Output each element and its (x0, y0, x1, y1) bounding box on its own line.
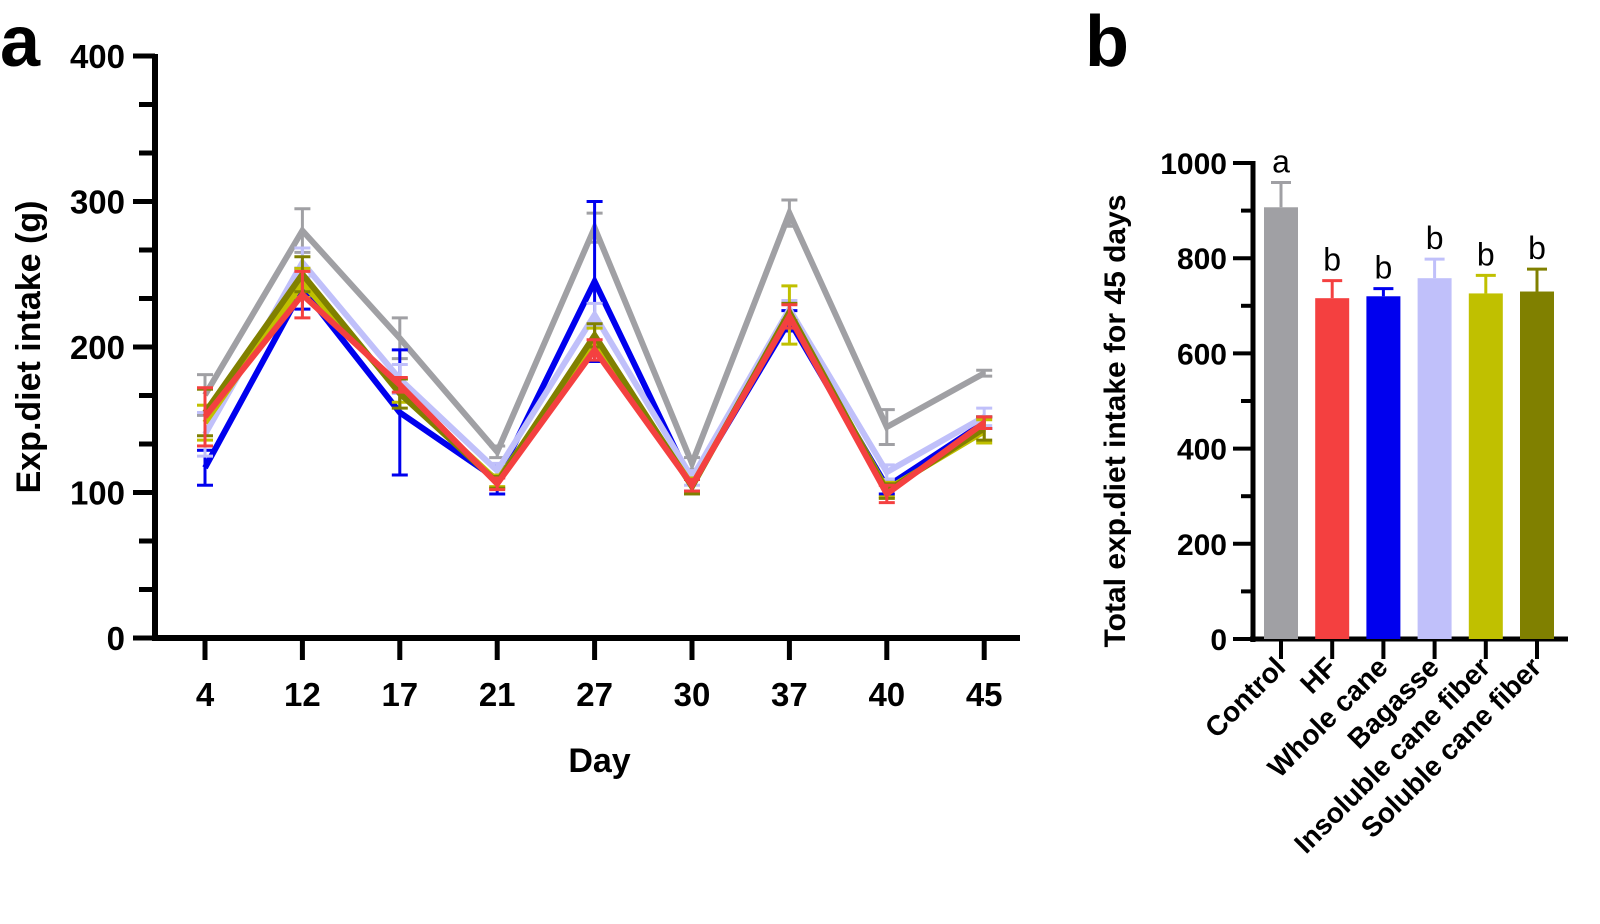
data-point (495, 469, 499, 473)
panel-a-y-tick-label: 300 (70, 184, 125, 221)
panel-a-series (197, 198, 993, 505)
data-point (982, 371, 986, 375)
data-point (495, 482, 499, 486)
panel-b-y-tick-label: 200 (1177, 529, 1227, 562)
data-point (787, 314, 791, 318)
data-point (593, 333, 597, 337)
data-point (593, 348, 597, 352)
panel-a-x-tick-label: 27 (576, 676, 613, 713)
panel-a-x-tick-label: 40 (868, 676, 905, 713)
panel-a-y-axis-title: Exp.diet intake (g) (10, 201, 48, 494)
panel-b-y-tick-label: 0 (1210, 624, 1227, 657)
panel-a-line-chart: 0 100 200 300 400 4 12 17 21 27 30 37 40 45 Day Exp.d… (10, 38, 1020, 780)
data-point (203, 415, 207, 419)
panel-a-x-axis-title: Day (568, 742, 630, 780)
significance-letter: b (1323, 242, 1341, 278)
panel-a-x-tick-label: 12 (284, 676, 321, 713)
data-point (593, 313, 597, 317)
data-point (495, 450, 499, 454)
panel-a-x-tick-label: 4 (196, 676, 215, 713)
significance-letter: b (1477, 236, 1495, 272)
data-point (690, 461, 694, 465)
data-point (982, 421, 986, 425)
bar (1366, 296, 1401, 639)
panel-b-y-axis-title: Total exp.diet intake for 45 days (1099, 195, 1132, 648)
data-point (300, 229, 304, 233)
panel-a-x-tick-label: 21 (479, 676, 516, 713)
significance-letter: b (1426, 220, 1444, 256)
data-point (885, 492, 889, 496)
data-point (885, 470, 889, 474)
bar (1468, 293, 1503, 639)
bar (1264, 207, 1298, 639)
panel-a-axes: 0 100 200 300 400 4 12 17 21 27 30 37 40 45 (70, 38, 1020, 713)
data-point (885, 425, 889, 429)
data-point (203, 466, 207, 470)
data-point (787, 211, 791, 215)
data-point (593, 280, 597, 284)
panel-a-y-tick-label: 200 (70, 329, 125, 366)
panel-b-y-tick-label: 800 (1177, 243, 1227, 276)
panel-a-y-tick-label: 100 (70, 475, 125, 512)
panel-a-y-tick-label: 0 (107, 620, 125, 657)
panel-label-b: b (1085, 2, 1129, 82)
significance-letter: b (1375, 250, 1393, 286)
data-point (300, 293, 304, 297)
bar (1520, 291, 1554, 639)
bar (1315, 298, 1350, 639)
bar-group-hf: bHF (1294, 242, 1350, 700)
significance-letter: b (1528, 230, 1546, 266)
panel-b-y-tick-label: 1000 (1160, 148, 1227, 181)
panel-b-y-tick-label: 400 (1177, 434, 1227, 467)
data-point (398, 336, 402, 340)
bar (1417, 278, 1452, 639)
panel-a-x-tick-label: 45 (966, 676, 1003, 713)
panel-a-x-tick-label: 17 (381, 676, 418, 713)
panel-a-x-tick-label: 30 (674, 676, 711, 713)
series-hf (197, 269, 993, 505)
panel-label-a: a (0, 2, 41, 82)
data-point (398, 410, 402, 414)
x-tick-label: Control (1199, 651, 1291, 743)
panel-b-axes: 0 200 400 600 800 1000 (1160, 148, 1568, 657)
data-point (398, 383, 402, 387)
panel-a-x-tick-label: 37 (771, 676, 808, 713)
panel-b-y-tick-label: 600 (1177, 338, 1227, 371)
significance-letter: a (1272, 144, 1290, 180)
data-point (690, 483, 694, 487)
panel-a-y-tick-label: 400 (70, 38, 125, 75)
